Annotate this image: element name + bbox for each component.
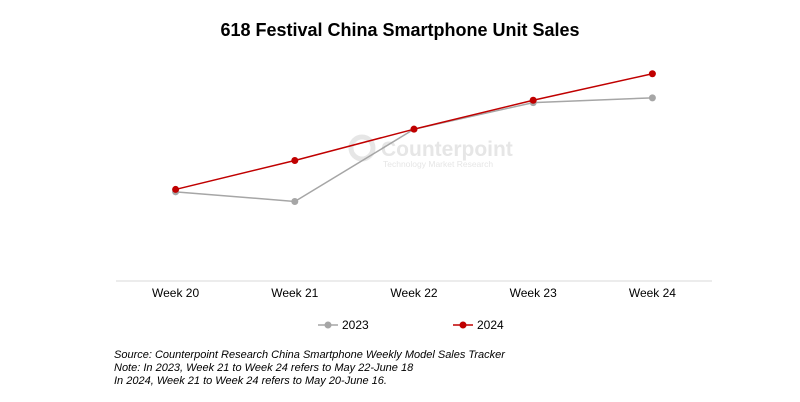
data-point-2023	[291, 197, 299, 205]
x-tick-label: Week 24	[629, 286, 676, 300]
period-note-2023: Note: In 2023, Week 21 to Week 24 refers…	[114, 362, 414, 374]
data-point-2024	[648, 70, 656, 78]
legend-label-2023: 2023	[342, 318, 369, 332]
data-point-2023	[648, 94, 656, 102]
legend-item-2024: 2024	[453, 318, 504, 332]
period-note-2024: In 2024, Week 21 to Week 24 refers to Ma…	[114, 375, 387, 387]
series-layer	[172, 70, 656, 205]
legend-item-2023: 2023	[318, 318, 369, 332]
watermark: Counterpoint Technology Market Research	[348, 134, 513, 169]
data-point-2024	[291, 157, 299, 164]
series-2024	[172, 70, 656, 193]
data-point-2024	[172, 185, 180, 193]
watermark-tagline: Technology Market Research	[383, 159, 493, 169]
legend-marker-2024	[459, 321, 467, 329]
legend: 2023 2024	[318, 318, 504, 332]
x-tick-label: Week 22	[390, 286, 437, 300]
notes: Source: Counterpoint Research China Smar…	[114, 349, 505, 388]
x-tick-label: Week 20	[152, 286, 199, 300]
legend-label-2024: 2024	[477, 318, 504, 332]
chart-title: 618 Festival China Smartphone Unit Sales	[220, 20, 580, 40]
data-point-2024	[410, 125, 418, 133]
watermark-brand: Counterpoint	[381, 138, 513, 161]
legend-marker-2023	[324, 321, 332, 329]
x-tick-label: Week 21	[271, 286, 318, 300]
x-tick-label: Week 23	[510, 286, 557, 300]
x-axis-ticks: Week 20 Week 21 Week 22 Week 23 Week 24	[152, 286, 676, 300]
watermark-logo-icon	[348, 134, 376, 162]
data-point-2024	[529, 96, 537, 104]
source-note: Source: Counterpoint Research China Smar…	[114, 349, 505, 361]
